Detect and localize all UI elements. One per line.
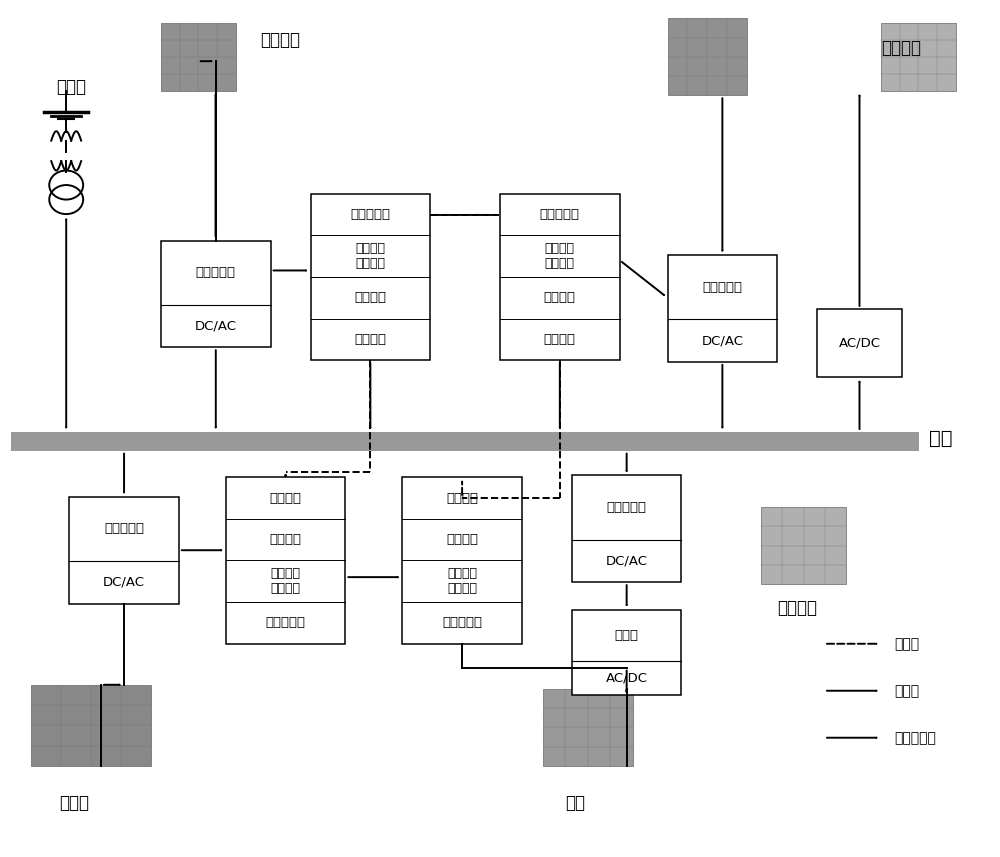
Text: AC/DC: AC/DC <box>838 337 880 350</box>
FancyBboxPatch shape <box>881 23 956 91</box>
FancyBboxPatch shape <box>668 19 747 95</box>
Text: 二次控制器: 二次控制器 <box>442 616 482 629</box>
FancyBboxPatch shape <box>761 507 846 584</box>
Text: 大电网: 大电网 <box>56 78 86 96</box>
FancyBboxPatch shape <box>817 309 902 377</box>
Text: 有限时间: 有限时间 <box>271 567 301 580</box>
Text: 通讯线: 通讯线 <box>894 637 919 650</box>
Text: AC/DC: AC/DC <box>606 671 648 685</box>
FancyBboxPatch shape <box>11 432 919 451</box>
Text: 太阳能: 太阳能 <box>59 794 89 812</box>
Text: DC/AC: DC/AC <box>195 320 237 333</box>
Text: 二次控制器: 二次控制器 <box>266 616 306 629</box>
Text: 初级控制器: 初级控制器 <box>104 523 144 536</box>
Text: DC/AC: DC/AC <box>606 554 648 567</box>
Text: 控制线: 控制线 <box>894 684 919 698</box>
FancyBboxPatch shape <box>69 497 179 603</box>
Text: 有限时间: 有限时间 <box>447 567 477 580</box>
FancyBboxPatch shape <box>572 609 681 695</box>
Text: 控制策略: 控制策略 <box>447 582 477 596</box>
FancyBboxPatch shape <box>161 23 236 91</box>
Text: 储能装置: 储能装置 <box>261 31 301 49</box>
Text: 二次控制器: 二次控制器 <box>350 208 390 221</box>
FancyBboxPatch shape <box>161 241 271 347</box>
FancyBboxPatch shape <box>500 194 620 360</box>
Text: 有限时间: 有限时间 <box>545 242 575 255</box>
Text: 交流负载: 交流负载 <box>777 599 817 617</box>
FancyBboxPatch shape <box>311 194 430 360</box>
FancyBboxPatch shape <box>402 477 522 644</box>
Text: 协调模块: 协调模块 <box>544 291 576 304</box>
Text: 采集模块: 采集模块 <box>270 492 302 505</box>
FancyBboxPatch shape <box>31 685 151 766</box>
Text: 物理连接线: 物理连接线 <box>894 731 936 745</box>
Text: 有限时间: 有限时间 <box>355 242 385 255</box>
Text: 二次控制器: 二次控制器 <box>540 208 580 221</box>
FancyBboxPatch shape <box>668 255 777 362</box>
Text: 风能: 风能 <box>565 794 585 812</box>
Text: 采集模块: 采集模块 <box>544 333 576 346</box>
Text: 控制策略: 控制策略 <box>545 257 575 270</box>
Text: 控制策略: 控制策略 <box>271 582 301 596</box>
Text: 协调模块: 协调模块 <box>446 533 478 546</box>
FancyBboxPatch shape <box>543 689 633 766</box>
Text: DC/AC: DC/AC <box>701 334 743 347</box>
FancyBboxPatch shape <box>226 477 345 644</box>
Text: 母线: 母线 <box>929 429 952 448</box>
Text: 初级控制器: 初级控制器 <box>196 267 236 279</box>
Text: 采集模块: 采集模块 <box>354 333 386 346</box>
Text: 协调模块: 协调模块 <box>354 291 386 304</box>
Text: 直流负载: 直流负载 <box>881 39 921 57</box>
Text: 协调模块: 协调模块 <box>270 533 302 546</box>
Text: 采集模块: 采集模块 <box>446 492 478 505</box>
Text: 整流器: 整流器 <box>615 629 639 642</box>
Text: DC/AC: DC/AC <box>103 576 145 589</box>
FancyBboxPatch shape <box>572 476 681 582</box>
Text: 初级控制器: 初级控制器 <box>702 280 742 294</box>
Text: 初级控制器: 初级控制器 <box>607 501 647 514</box>
Text: 控制策略: 控制策略 <box>355 257 385 270</box>
